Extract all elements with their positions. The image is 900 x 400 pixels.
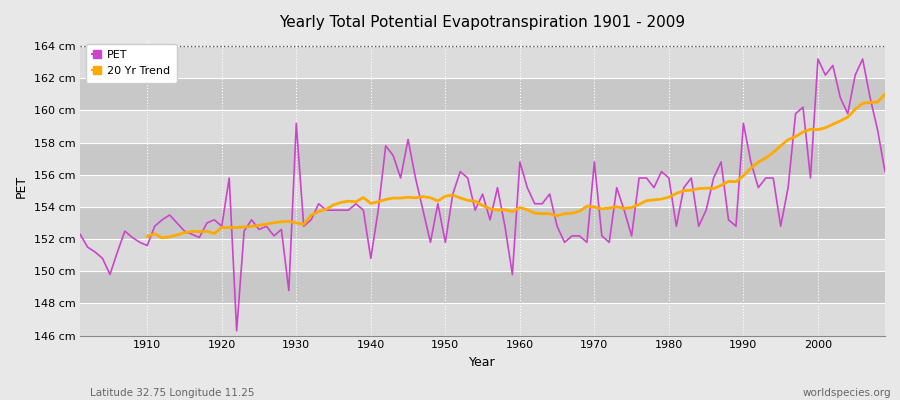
Text: worldspecies.org: worldspecies.org bbox=[803, 388, 891, 398]
Y-axis label: PET: PET bbox=[15, 175, 28, 198]
Bar bbox=[80, 110, 885, 143]
Bar bbox=[80, 46, 885, 78]
Title: Yearly Total Potential Evapotranspiration 1901 - 2009: Yearly Total Potential Evapotranspiratio… bbox=[280, 15, 686, 30]
Bar bbox=[80, 271, 885, 304]
Bar bbox=[80, 78, 885, 110]
X-axis label: Year: Year bbox=[469, 356, 496, 369]
Bar bbox=[80, 207, 885, 239]
Bar bbox=[80, 143, 885, 175]
Bar bbox=[80, 239, 885, 271]
Bar bbox=[80, 304, 885, 336]
Legend: PET, 20 Yr Trend: PET, 20 Yr Trend bbox=[86, 44, 176, 83]
Text: Latitude 32.75 Longitude 11.25: Latitude 32.75 Longitude 11.25 bbox=[90, 388, 255, 398]
Bar bbox=[80, 175, 885, 207]
